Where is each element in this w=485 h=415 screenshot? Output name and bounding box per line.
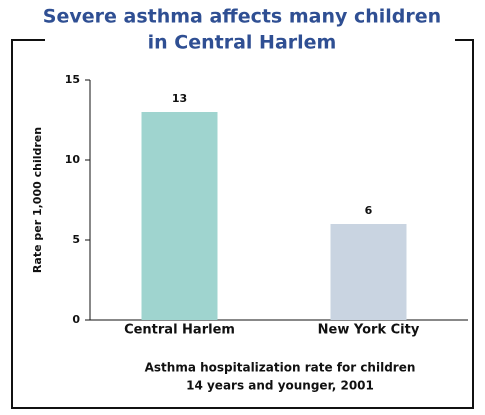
bar [141, 112, 218, 320]
value-label: 6 [365, 204, 373, 217]
x-axis-label: 14 years and younger, 2001 [186, 379, 374, 393]
chart-title: in Central Harlem [148, 32, 337, 54]
x-tick-label: New York City [318, 323, 420, 338]
x-axis-label: Asthma hospitalization rate for children [145, 361, 416, 375]
frame [11, 39, 474, 409]
x-tick-label: Central Harlem [124, 323, 235, 338]
y-axis-label: Rate per 1,000 children [31, 127, 44, 273]
value-label: 13 [172, 92, 187, 105]
y-tick-label: 15 [65, 73, 80, 86]
bar [330, 224, 407, 320]
y-tick-label: 10 [65, 153, 81, 166]
y-tick-label: 0 [72, 313, 80, 326]
chart-title: Severe asthma affects many children [43, 6, 441, 28]
y-tick-label: 5 [72, 233, 80, 246]
